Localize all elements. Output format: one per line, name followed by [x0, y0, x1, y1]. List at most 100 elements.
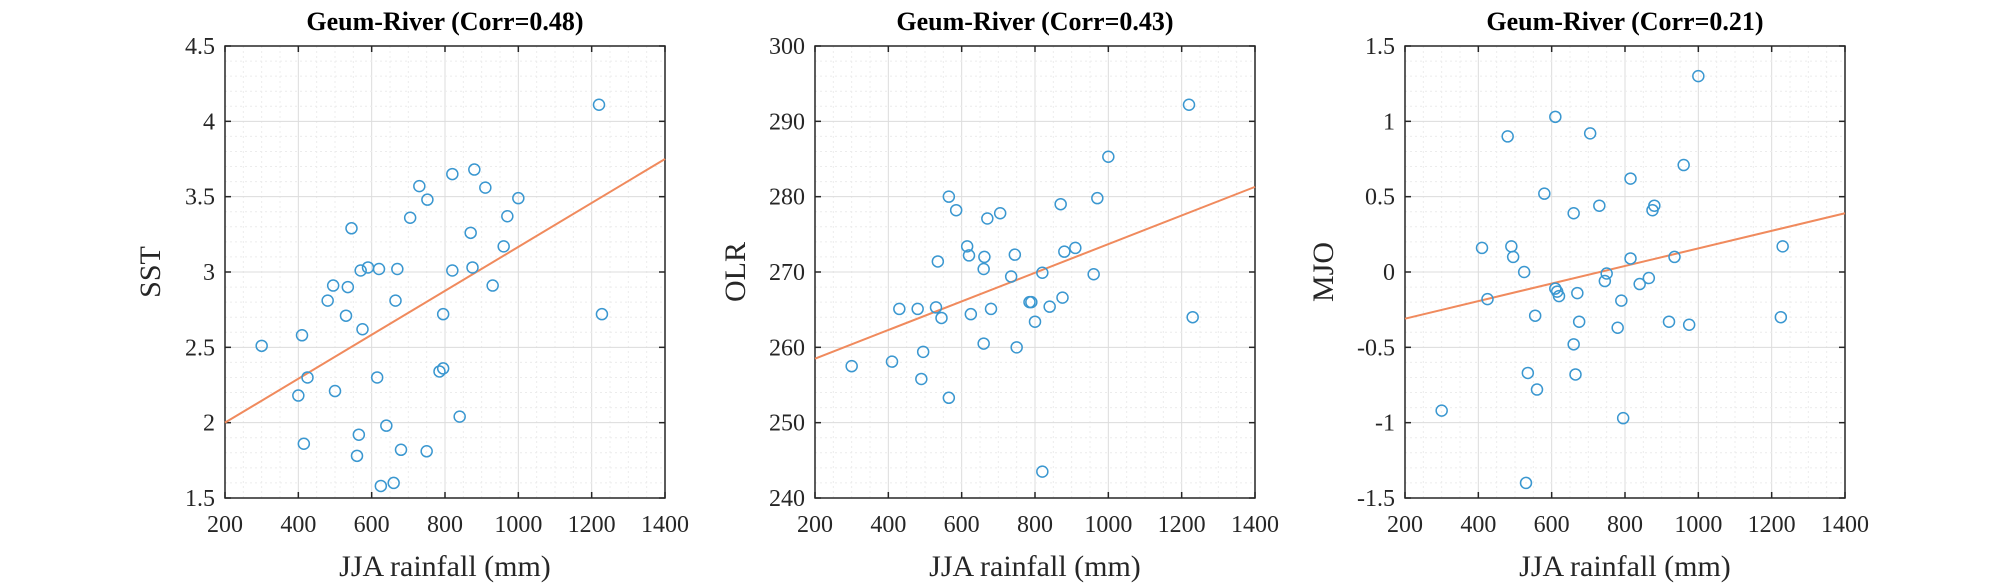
data-point	[345, 222, 358, 235]
data-point	[1662, 315, 1676, 328]
y-tick-label: 240	[769, 486, 805, 512]
data-point	[845, 359, 858, 373]
x-tick-label: 600	[1534, 512, 1570, 538]
data-point	[1056, 291, 1069, 304]
data-point	[1552, 289, 1566, 303]
data-point	[370, 371, 384, 384]
data-point	[1521, 366, 1535, 380]
fit-line	[814, 185, 1256, 360]
data-point	[1593, 199, 1606, 212]
y-tick-labels: -1.5 -1 -0.5 0 0.5 1 1.5	[1357, 34, 1395, 512]
grid	[1405, 46, 1845, 498]
data-point	[1058, 245, 1071, 258]
y-tick-label: 260	[769, 335, 805, 361]
data-point	[1567, 338, 1580, 351]
data-point	[984, 302, 998, 316]
data-point	[255, 339, 268, 353]
x-tick-label: 600	[944, 512, 980, 538]
y-tick-label: 1	[1383, 109, 1395, 135]
data-point	[1010, 341, 1023, 354]
y-tick-label: 3	[203, 260, 215, 286]
data-point	[931, 255, 945, 268]
data-point	[1028, 315, 1042, 328]
fit-line	[1404, 212, 1846, 320]
data-point	[1530, 383, 1544, 396]
y-tick-label: -0.5	[1357, 335, 1395, 361]
data-point	[1648, 199, 1661, 212]
data-point	[403, 211, 417, 225]
data-points	[845, 98, 1199, 478]
data-point	[885, 355, 899, 368]
y-tick-label: 250	[769, 411, 805, 437]
data-point	[981, 212, 994, 225]
x-tick-label: 200	[207, 512, 243, 538]
data-point	[1549, 282, 1562, 295]
data-point	[501, 210, 514, 223]
data-point	[292, 389, 305, 402]
data-point	[1036, 266, 1049, 280]
data-point	[512, 191, 525, 205]
y-tick-label: 300	[769, 34, 805, 60]
y-tick-label: 290	[769, 109, 805, 135]
data-point	[421, 193, 434, 206]
data-point	[297, 437, 311, 451]
data-point	[341, 280, 355, 294]
data-point	[339, 309, 353, 322]
data-point	[1776, 240, 1789, 253]
chart-title: Geum-River (Corr=0.43)	[896, 7, 1173, 36]
data-point	[916, 345, 930, 359]
x-tick-labels: 200 400 600 800 1000 1200 1400	[1387, 512, 1869, 538]
data-point	[1615, 294, 1628, 307]
y-tick-label: 4	[203, 109, 215, 135]
y-tick-label: 270	[769, 260, 805, 286]
y-tick-labels: 240 250 260 270 280 290 300	[769, 34, 805, 512]
data-point	[977, 337, 990, 350]
y-axis-label: OLR	[719, 242, 752, 302]
data-point	[1435, 404, 1448, 417]
data-point	[942, 391, 956, 405]
data-point	[595, 307, 609, 321]
y-tick-label: 3.5	[185, 185, 215, 211]
x-tick-label: 800	[1017, 512, 1053, 538]
chart-panel-olr: 240 250 260 270 280 290 300 200 400 600 800 1000 12…	[719, 7, 1279, 583]
data-point	[466, 261, 479, 274]
y-tick-label: 0.5	[1365, 185, 1395, 211]
y-tick-label: 0	[1383, 260, 1395, 286]
axes-frame	[814, 45, 1256, 499]
data-point	[977, 262, 990, 276]
data-point	[1611, 321, 1624, 334]
data-point	[464, 226, 477, 240]
data-point	[1043, 300, 1056, 313]
data-point	[978, 250, 991, 264]
y-tick-label: -1.5	[1357, 486, 1395, 512]
y-tick-label: 1.5	[1365, 34, 1395, 60]
data-point	[1036, 465, 1049, 478]
data-point	[446, 167, 459, 181]
data-point	[1549, 110, 1562, 124]
data-point	[468, 163, 481, 176]
data-point	[380, 419, 393, 432]
x-tick-label: 800	[427, 512, 463, 538]
data-point	[446, 264, 459, 277]
data-point	[1692, 69, 1705, 83]
data-point	[1616, 411, 1630, 425]
y-tick-label: 2.5	[185, 335, 215, 361]
data-point	[1598, 274, 1612, 288]
data-point	[1186, 310, 1199, 324]
data-point	[964, 307, 978, 321]
data-point	[1102, 150, 1115, 163]
fit-line	[224, 158, 666, 424]
data-point	[1677, 158, 1690, 172]
y-tick-label: 280	[769, 185, 805, 211]
x-tick-label: 400	[280, 512, 316, 538]
data-point	[352, 428, 366, 441]
data-point	[374, 479, 388, 493]
axes-frame	[1404, 45, 1846, 499]
data-point	[350, 449, 364, 463]
y-tick-label: 1.5	[185, 486, 215, 512]
data-point	[1069, 241, 1082, 255]
x-tick-label: 1000	[1674, 512, 1722, 538]
chart-panel-mjo: -1.5 -1 -0.5 0 0.5 1 1.5 200 400 600 800 1000 1200 1…	[1307, 7, 1869, 583]
data-point	[915, 372, 928, 386]
